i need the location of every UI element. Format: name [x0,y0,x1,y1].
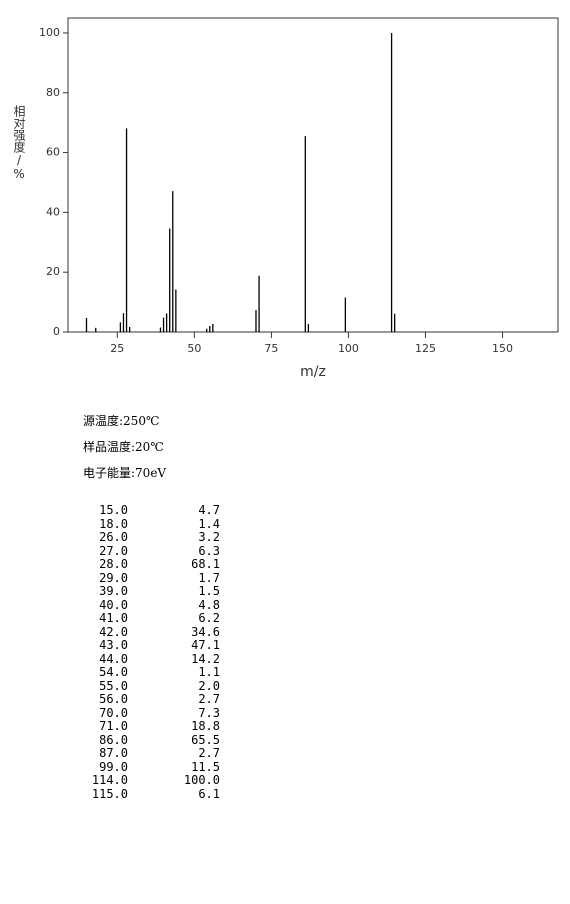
intensity-cell: 34.6 [191,624,220,639]
mz-cell: 26.0 [99,530,128,544]
intensity-cell: 1.5 [198,584,220,598]
intensity-cell: 6.3 [198,543,220,558]
intensity-cell: 6.1 [198,786,220,801]
condition: 源温度:250℃ [83,414,160,428]
x-tick-label: 25 [110,342,124,355]
y-tick-label: 60 [46,146,60,159]
intensity-cell: 65.5 [191,732,220,747]
mz-cell: 18.0 [99,516,128,531]
intensity-cell: 2.7 [198,692,220,706]
y-tick-label: 100 [39,26,60,39]
condition: 样品温度:20℃ [83,440,164,454]
y-axis-label: 相对强度/% [12,105,26,181]
plot-frame [67,17,559,332]
x-tick-label: 100 [338,342,359,355]
mz-cell: 29.0 [99,570,128,585]
mz-cell: 40.0 [99,597,128,612]
mz-cell: 28.0 [99,557,128,571]
intensity-cell: 14.2 [191,651,220,666]
chart: m/z 0 20 40 60 80 100 25 50 75 100 125 150 [39,17,559,380]
x-tick-label: 125 [415,342,436,355]
intensity-cell: 2.0 [198,678,220,693]
mz-cell: 39.0 [99,584,128,598]
mz-cell: 70.0 [99,705,128,720]
mz-cell: 55.0 [99,678,128,693]
mz-cell: 114.0 [91,773,128,787]
x-tick-label: 75 [264,342,278,355]
y-tick-label: 20 [46,265,60,278]
y-tick-label: 40 [46,205,60,218]
y-tick-label: 80 [46,86,60,99]
intensity-cell: 11.5 [191,759,220,774]
intensity-cell: 1.1 [198,665,220,679]
mz-cell: 15.0 [99,503,128,517]
intensity-cell: 47.1 [191,638,220,652]
mz-cell: 56.0 [99,692,128,706]
intensity-cell: 1.4 [198,516,220,531]
intensity-cell: 3.2 [198,530,220,544]
mz-cell: 115.0 [91,786,128,801]
intensity-cell: 4.8 [198,597,220,612]
mz-cell: 71.0 [99,719,128,733]
mz-cell: 43.0 [99,638,128,652]
mz-cell: 42.0 [99,624,128,639]
intensity-cell: 68.1 [191,557,220,571]
intensity-cell: 18.8 [191,719,220,733]
intensity-cell: 100.0 [183,773,220,787]
y-tick-label: 0 [53,325,60,338]
mz-cell: 54.0 [99,665,128,679]
mz-cell: 87.0 [99,746,128,760]
mz-cell: 27.0 [99,543,128,558]
mz-cell: 41.0 [99,611,128,625]
mz-cell: 86.0 [99,732,128,747]
x-tick-label: 150 [492,342,513,355]
intensity-cell: 6.2 [198,611,220,625]
intensity-cell: 4.7 [198,503,220,517]
mz-cell: 44.0 [99,651,128,666]
intensity-cell: 2.7 [198,746,220,760]
x-tick-label: 50 [187,342,201,355]
x-axis-label: m/z [300,364,326,380]
intensity-cell: 1.7 [198,570,220,585]
condition: 电子能量:70eV [83,466,167,480]
intensity-cell: 7.3 [198,705,220,720]
mz-cell: 99.0 [99,759,128,774]
